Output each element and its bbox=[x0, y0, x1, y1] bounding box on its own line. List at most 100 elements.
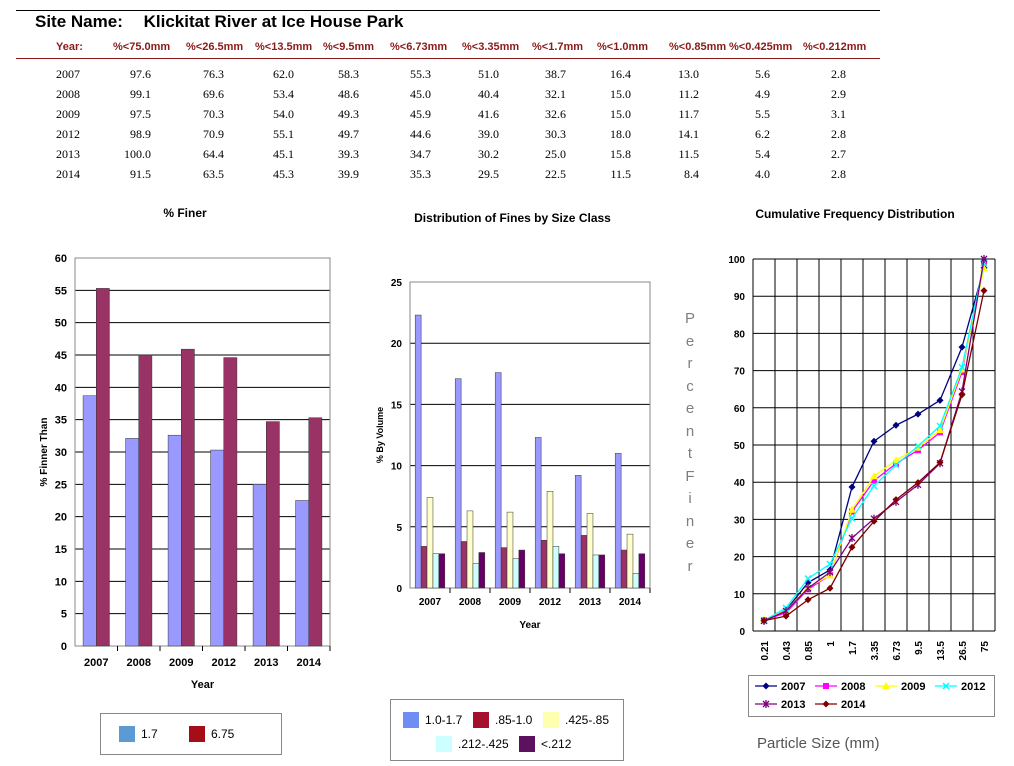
bar bbox=[266, 421, 280, 647]
x-tick-label: 2007 bbox=[419, 597, 442, 608]
data-point bbox=[804, 596, 812, 604]
data-point bbox=[762, 682, 770, 690]
legend-swatch-lt-212 bbox=[519, 736, 535, 752]
bar bbox=[506, 511, 514, 589]
bar bbox=[181, 348, 195, 647]
bar bbox=[574, 475, 582, 589]
data-point bbox=[892, 461, 900, 469]
table-value-cell: 2.7 bbox=[831, 147, 846, 161]
data-point bbox=[782, 612, 790, 620]
bar bbox=[546, 491, 554, 589]
data-point bbox=[848, 483, 856, 491]
legend-item-6-75: 6.75 bbox=[189, 726, 234, 742]
legend-label: 2007 bbox=[781, 681, 805, 693]
legend-label: 2012 bbox=[961, 681, 985, 693]
data-point bbox=[870, 472, 878, 480]
legend-label-lt-212: <.212 bbox=[541, 737, 572, 751]
y-tick-label: 45 bbox=[55, 350, 67, 362]
y-tick-label: 30 bbox=[734, 515, 746, 526]
x-axis-label: Year bbox=[191, 679, 215, 691]
bar bbox=[82, 395, 97, 647]
x-tick-label: 9.5 bbox=[914, 641, 925, 655]
data-point bbox=[848, 514, 856, 522]
x-tick-label: 2013 bbox=[254, 657, 278, 669]
chart3-title: Cumulative Frequency Distribution bbox=[755, 207, 955, 221]
y-tick-label: 55 bbox=[55, 285, 67, 297]
table-value-cell: 15.0 bbox=[610, 87, 631, 101]
table-value-cell: 6.2 bbox=[755, 127, 770, 141]
table-value-cell: 49.3 bbox=[338, 107, 359, 121]
data-point bbox=[936, 396, 944, 404]
data-point bbox=[914, 442, 922, 450]
x-tick-label: 3.35 bbox=[870, 641, 881, 661]
chart1-legend: 1.7 6.75 bbox=[100, 713, 282, 755]
data-point bbox=[958, 391, 966, 399]
data-point bbox=[848, 505, 856, 513]
data-point bbox=[980, 255, 988, 263]
bar bbox=[592, 554, 600, 589]
table-year-cell: 2007 bbox=[56, 67, 80, 81]
table-value-cell: 54.0 bbox=[273, 107, 294, 121]
data-point bbox=[980, 287, 988, 295]
table-value-cell: 14.1 bbox=[678, 127, 699, 141]
table-value-cell: 98.9 bbox=[130, 127, 151, 141]
bar bbox=[96, 288, 110, 647]
y-tick-label: 5 bbox=[396, 523, 402, 534]
table-value-cell: 11.7 bbox=[678, 107, 699, 121]
bar bbox=[614, 453, 622, 589]
x-tick-label: 6.73 bbox=[892, 641, 903, 661]
table-value-cell: 32.1 bbox=[545, 87, 566, 101]
data-point bbox=[892, 421, 900, 429]
legend-label-1-0-1-7: 1.0-1.7 bbox=[425, 713, 463, 727]
bar bbox=[534, 437, 542, 589]
y-tick-label: 10 bbox=[391, 462, 403, 473]
x-tick-label: 2009 bbox=[169, 657, 193, 669]
data-point bbox=[958, 343, 966, 351]
bar bbox=[472, 563, 480, 589]
bar bbox=[632, 573, 640, 589]
x-tick-label: 2014 bbox=[297, 657, 322, 669]
table-value-cell: 97.6 bbox=[130, 67, 151, 81]
axis-label-letter: n bbox=[685, 422, 695, 440]
table-value-cell: 58.3 bbox=[338, 67, 359, 81]
y-tick-label: 25 bbox=[55, 479, 67, 491]
data-point bbox=[936, 426, 944, 434]
data-point bbox=[892, 496, 900, 504]
y-tick-label: 90 bbox=[734, 292, 746, 303]
y-tick-label: 10 bbox=[734, 590, 746, 601]
x-tick-label: 0.85 bbox=[804, 641, 815, 661]
table-header-cell: %<13.5mm bbox=[255, 41, 313, 53]
axis-label-letter: P bbox=[684, 310, 695, 327]
data-point bbox=[942, 682, 950, 690]
legend-swatch-85-1-0 bbox=[473, 712, 489, 728]
table-header-cell: %<3.35mm bbox=[462, 41, 520, 53]
data-point bbox=[892, 456, 900, 464]
table-header-cell: %<9.5mm bbox=[323, 41, 375, 53]
bar bbox=[512, 558, 520, 589]
bar bbox=[558, 553, 566, 589]
table-value-cell: 44.6 bbox=[410, 127, 431, 141]
x-tick-label: 0.21 bbox=[760, 641, 771, 661]
table-value-cell: 55.1 bbox=[273, 127, 294, 141]
legend-item-85-1-0: .85-1.0 bbox=[473, 712, 532, 728]
table-value-cell: 11.5 bbox=[678, 147, 699, 161]
data-point bbox=[958, 363, 966, 371]
chart1-title: % Finer bbox=[163, 206, 207, 220]
data-point bbox=[804, 575, 812, 583]
y-tick-label: 15 bbox=[391, 400, 403, 411]
table-year-cell: 2013 bbox=[56, 147, 80, 161]
table-value-cell: 18.0 bbox=[610, 127, 631, 141]
data-point bbox=[804, 584, 812, 593]
table-value-cell: 62.0 bbox=[273, 67, 294, 81]
x-tick-label: 1 bbox=[826, 641, 837, 647]
y-tick-label: 30 bbox=[55, 447, 67, 459]
data-point bbox=[848, 543, 856, 551]
table-value-cell: 5.6 bbox=[755, 67, 770, 81]
table-value-cell: 2.9 bbox=[831, 87, 846, 101]
bar bbox=[478, 552, 486, 589]
data-point bbox=[826, 560, 834, 568]
axis-label-letter: e bbox=[685, 332, 695, 350]
bar bbox=[414, 314, 422, 589]
legend-item-1-0-1-7: 1.0-1.7 bbox=[403, 712, 462, 728]
y-tick-label: 60 bbox=[734, 404, 746, 415]
